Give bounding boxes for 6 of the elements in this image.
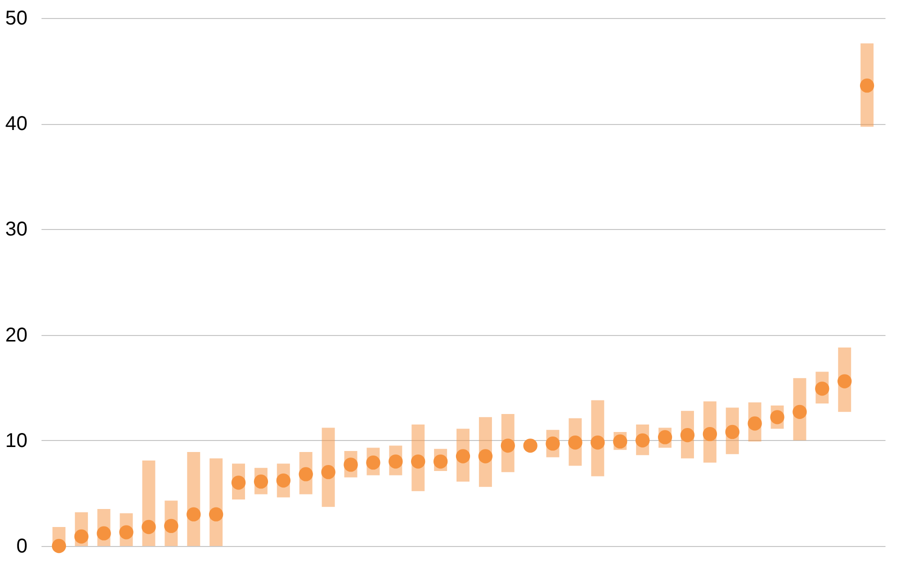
y-tick-label: 40 [5,113,28,136]
y-tick-label: 10 [5,430,28,452]
y-tick-label: 50 [5,8,28,30]
y-tick-label: 30 [5,218,28,241]
y-tick-label: 20 [5,324,28,346]
y-tick-label: 0 [16,536,28,558]
